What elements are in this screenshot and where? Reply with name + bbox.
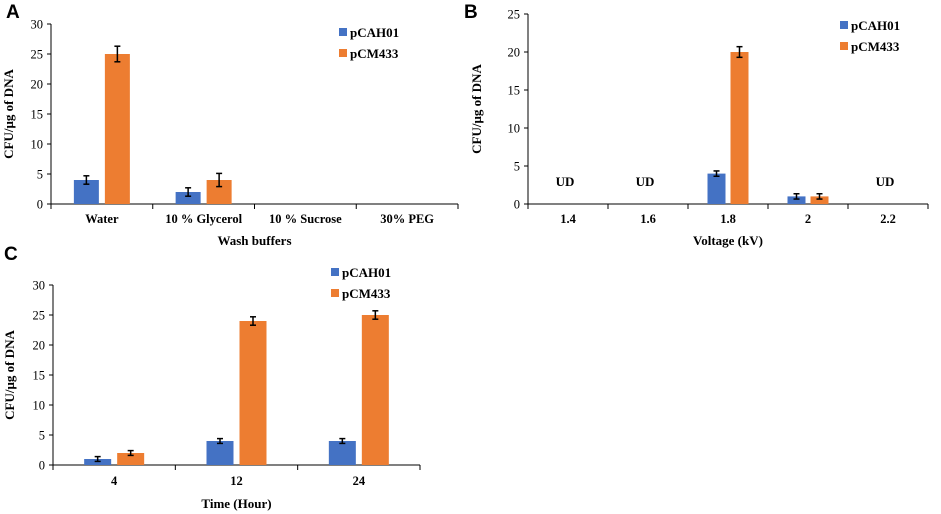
legend-swatch-pcah01 [339,28,347,36]
bar-pcah01-24 [328,441,356,465]
x-tick-label: 12 [230,474,243,488]
bar-pcm433-1.8 [730,52,749,204]
bar-pcm433-12 [239,321,267,465]
y-tick-label: 15 [508,84,521,98]
y-axis-title: CFU/μg of DNA [1,69,16,159]
bar-pcm433-water [104,54,130,204]
legend-label-pcah01: pCAH01 [350,25,399,40]
y-tick-label: 25 [508,8,521,22]
legend-label-pcah01: pCAH01 [342,265,391,280]
panel-letter: C [4,244,18,265]
y-tick-label: 5 [39,429,45,443]
legend-label-pcm433: pCM433 [350,46,399,61]
x-tick-label: 30% PEG [380,212,434,226]
chart-panel-b: B 0 5 10 15 20 25 1.4 1.6 1.8 2 2.2 UD UD UD Voltage (k… [464,2,929,248]
y-tick-label: 0 [39,459,45,473]
legend-swatch-pcah01 [331,268,339,276]
y-tick-label: 10 [33,399,46,413]
y-tick-label: 10 [31,138,44,152]
x-tick-label: 1.4 [560,212,576,226]
x-tick-label: Water [85,212,119,226]
legend-label-pcm433: pCM433 [851,39,900,54]
y-tick-label: 30 [31,18,44,32]
legend-label-pcm433: pCM433 [342,286,391,301]
y-tick-label: 0 [514,198,520,212]
y-tick-label: 10 [508,122,521,136]
x-tick-label: 1.8 [720,212,736,226]
y-tick-label: 20 [508,46,521,60]
bar-pcah01-1.8 [707,173,726,204]
bar-pcm433-24 [361,315,389,465]
legend-swatch-pcm433 [840,42,848,50]
panel-letter: B [464,2,478,23]
legend-swatch-pcah01 [840,21,848,29]
annotation-ud: UD [636,174,655,189]
y-tick-label: 0 [37,198,43,212]
y-tick-label: 20 [33,339,46,353]
y-tick-label: 15 [33,369,46,383]
chart-panel-c: C 0 5 10 15 20 25 30 4 12 24 Time (Hour) CFU/μg of D… [2,244,421,511]
x-axis-title: Voltage (kV) [693,233,763,248]
bar-pcm433-4 [117,453,145,465]
panel-letter: A [6,2,20,23]
legend-swatch-pcm433 [339,49,347,57]
annotation-ud: UD [876,174,895,189]
y-axis-title: CFU/μg of DNA [469,64,484,154]
x-tick-label: 2.2 [880,212,896,226]
x-axis-title: Time (Hour) [201,496,271,511]
y-tick-label: 20 [31,78,44,92]
x-tick-label: 10 % Glycerol [165,212,242,226]
bar-pcah01-12 [206,441,234,465]
legend-swatch-pcm433 [331,289,339,297]
x-tick-label: 1.6 [640,212,656,226]
x-axis-title: Wash buffers [217,233,291,248]
bar-pcm433-2 [810,196,829,204]
y-tick-label: 5 [514,160,520,174]
y-tick-label: 30 [33,279,46,293]
y-axis-title: CFU/μg of DNA [2,330,17,420]
y-tick-label: 5 [37,168,43,182]
x-tick-label: 4 [111,474,118,488]
chart-panel-a: A 0 5 10 15 20 25 30 Water 10 % Glycerol 10 % Sucr… [1,2,459,248]
x-tick-label: 24 [353,474,366,488]
bar-pcah01-10-glycerol [175,192,201,204]
y-tick-label: 25 [33,309,46,323]
bar-pcah01-2 [787,196,806,204]
y-tick-label: 15 [31,108,44,122]
y-tick-label: 25 [31,48,44,62]
annotation-ud: UD [556,174,575,189]
x-tick-label: 10 % Sucrose [269,212,342,226]
x-tick-label: 2 [805,212,811,226]
legend-label-pcah01: pCAH01 [851,18,900,33]
